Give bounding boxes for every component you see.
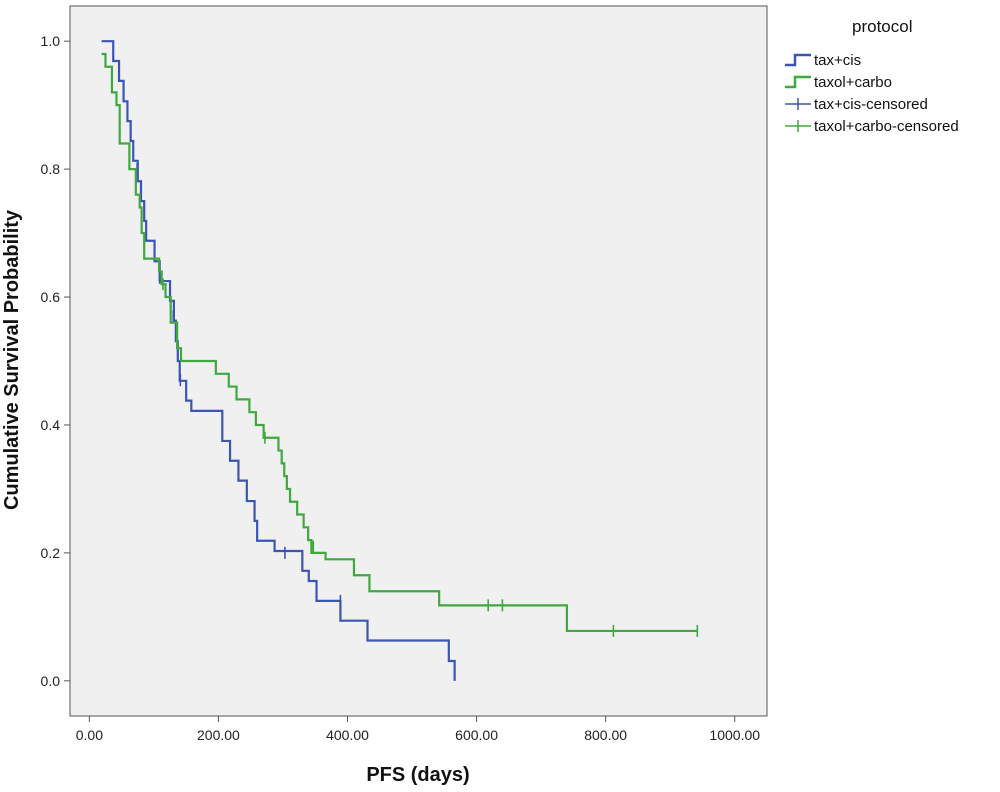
- x-tick-label: 800.00: [584, 727, 627, 743]
- y-tick-label: 0.2: [41, 545, 61, 561]
- legend: protocol tax+cis taxol+carbo tax+cis-censo…: [785, 17, 959, 135]
- y-tick-label: 0.6: [41, 289, 61, 305]
- y-tick-label: 0.4: [41, 417, 61, 433]
- legend-entry: taxol+carbo: [785, 74, 892, 91]
- x-tick-label: 0.00: [76, 727, 103, 743]
- legend-title: protocol: [852, 17, 912, 36]
- y-tick-label: 0.8: [41, 161, 61, 177]
- legend-swatch: [785, 75, 811, 89]
- x-tick-label: 400.00: [326, 727, 369, 743]
- x-axis: 0.00 200.00 400.00 600.00 800.00 1000.00: [76, 716, 760, 743]
- legend-label: tax+cis-censored: [814, 96, 928, 113]
- x-axis-title: PFS (days): [366, 764, 469, 786]
- plot-background: [69, 5, 768, 717]
- legend-entry: tax+cis-censored: [785, 96, 928, 113]
- legend-label: tax+cis: [814, 52, 861, 69]
- legend-entry: tax+cis: [785, 52, 861, 69]
- legend-label: taxol+carbo-censored: [814, 118, 959, 135]
- series-layer: [101, 40, 699, 681]
- y-tick-label: 1.0: [41, 33, 61, 49]
- y-tick-label: 0.0: [41, 673, 61, 689]
- series-line-tax-cis: [101, 40, 456, 681]
- y-axis: 0.0 0.2 0.4 0.6 0.8 1.0: [41, 33, 70, 689]
- series-line-taxol-carbo: [101, 52, 698, 633]
- x-tick-label: 1000.00: [709, 727, 760, 743]
- x-tick-label: 200.00: [197, 727, 240, 743]
- x-tick-label: 600.00: [455, 727, 498, 743]
- legend-entry: taxol+carbo-censored: [785, 118, 959, 135]
- y-axis-title: Cumulative Survival Probability: [1, 209, 23, 510]
- legend-label: taxol+carbo: [814, 74, 892, 91]
- legend-swatch: [785, 53, 811, 67]
